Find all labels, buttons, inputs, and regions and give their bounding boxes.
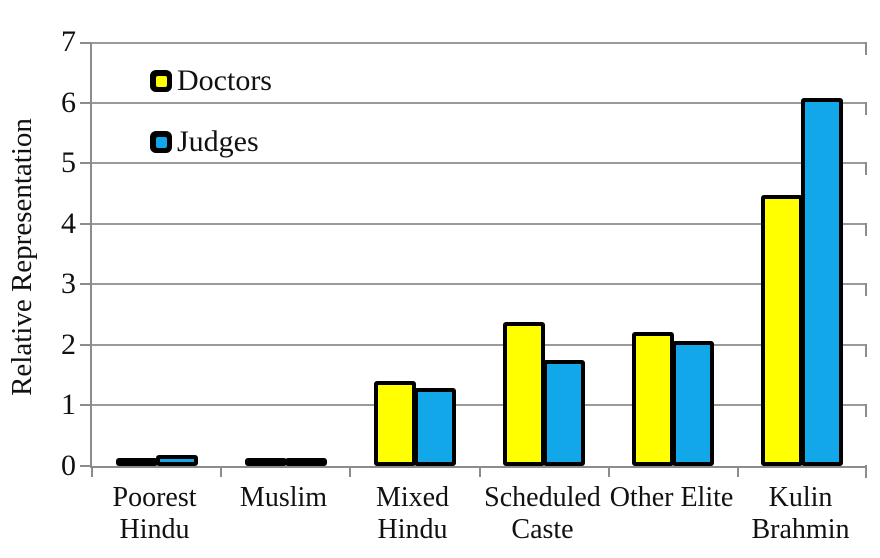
bottom-tick-4	[608, 466, 610, 477]
category-label-2: Mixed Hindu	[375, 482, 450, 545]
bottom-tick-0	[91, 466, 93, 477]
category-label-1: Muslim	[239, 482, 328, 513]
gridline-4	[92, 222, 867, 225]
left-tick-6	[80, 101, 90, 104]
y-tick-label-5: 5	[61, 146, 76, 179]
legend: Doctors Judges	[150, 62, 272, 184]
right-tick-7	[865, 42, 867, 55]
legend-label-doctors: Doctors	[177, 64, 272, 97]
y-tick-label-7: 7	[61, 25, 76, 58]
bar-doctors-4	[632, 332, 674, 466]
bottom-tick-3	[479, 466, 481, 477]
doctors-swatch	[155, 75, 167, 87]
gridline-1	[92, 404, 867, 407]
left-tick-3	[80, 283, 90, 286]
bar-doctors-0	[116, 458, 158, 466]
left-tick-0	[80, 465, 90, 467]
judges-swatch	[155, 136, 167, 148]
right-tick-5	[865, 162, 867, 176]
bar-judges-1	[285, 458, 327, 466]
category-label-4: Other Elite	[609, 482, 734, 513]
y-tick-label-1: 1	[61, 388, 76, 421]
left-tick-4	[80, 222, 90, 225]
left-tick-2	[80, 343, 90, 346]
plot-area	[80, 42, 867, 478]
legend-entry-judges: Judges	[150, 123, 272, 161]
y-tick-label-3: 3	[61, 267, 76, 300]
legend-entry-doctors: Doctors	[150, 62, 272, 100]
bottom-tick-2	[349, 466, 351, 477]
right-tick-1	[865, 404, 867, 418]
bar-judges-4	[672, 341, 714, 466]
gridline-3	[92, 283, 867, 286]
y-tick-label-4: 4	[61, 207, 76, 240]
bottom-tick-6	[865, 466, 867, 477]
judges-legend-marker-icon	[150, 131, 172, 153]
left-tick-5	[80, 162, 90, 165]
legend-label-judges: Judges	[177, 125, 259, 158]
bar-doctors-3	[503, 322, 545, 466]
gridline-6	[92, 101, 867, 104]
bar-doctors-1	[245, 458, 287, 466]
bar-judges-5	[801, 98, 843, 466]
right-tick-3	[865, 283, 867, 297]
gridline-5	[92, 162, 867, 165]
left-tick-1	[80, 404, 90, 407]
category-label-5: Kulin Brahmin	[751, 482, 850, 545]
bar-judges-0	[156, 455, 198, 466]
bar-judges-2	[414, 388, 456, 466]
bar-judges-3	[543, 360, 585, 466]
bottom-tick-1	[220, 466, 222, 477]
y-tick-label-6: 6	[61, 86, 76, 119]
y-tick-label-2: 2	[61, 328, 76, 361]
left-tick-7	[80, 42, 90, 44]
category-label-3: Scheduled Caste	[484, 482, 601, 545]
bottom-tick-5	[737, 466, 739, 477]
bar-doctors-2	[374, 381, 416, 466]
right-tick-4	[865, 222, 867, 236]
y-tick-label-0: 0	[61, 449, 76, 482]
category-label-0: Poorest Hindu	[112, 482, 197, 545]
right-tick-2	[865, 343, 867, 357]
bar-doctors-5	[761, 195, 803, 466]
gridline-7	[92, 42, 867, 44]
doctors-legend-marker-icon	[150, 70, 172, 92]
gridline-2	[92, 343, 867, 346]
right-tick-6	[865, 101, 867, 115]
